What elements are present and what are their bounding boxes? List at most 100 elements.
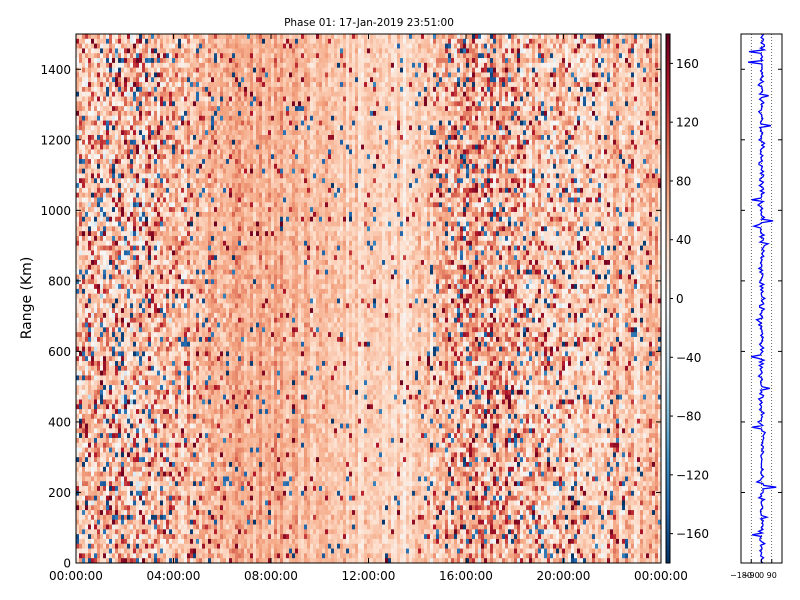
heatmap-cell: [76, 323, 79, 328]
heatmap-cell: [106, 116, 109, 121]
heatmap-cell: [88, 529, 91, 534]
heatmap-cell: [124, 53, 127, 58]
heatmap-cell: [130, 135, 133, 140]
heatmap-cell: [124, 385, 127, 390]
heatmap-cell: [82, 342, 85, 347]
heatmap-cell: [79, 390, 82, 395]
heatmap-cell: [91, 53, 94, 58]
heatmap-cell: [97, 433, 100, 438]
heatmap-cell: [112, 125, 115, 130]
heatmap-cell: [88, 34, 91, 39]
heatmap-cell: [133, 183, 136, 188]
heatmap-cell: [112, 347, 115, 352]
heatmap-cell: [79, 419, 82, 424]
heatmap-cell: [94, 486, 97, 491]
heatmap-cell: [94, 433, 97, 438]
heatmap-cell: [97, 173, 100, 178]
heatmap-cell: [91, 101, 94, 106]
heatmap-cell: [100, 385, 103, 390]
heatmap-cell: [94, 496, 97, 501]
heatmap-cell: [103, 178, 106, 183]
heatmap-cell: [91, 92, 94, 97]
heatmap-cell: [112, 145, 115, 150]
heatmap-cell: [82, 428, 85, 433]
heatmap-cell: [109, 236, 112, 241]
heatmap-cell: [88, 149, 91, 154]
heatmap-cell: [133, 39, 136, 44]
heatmap-cell: [124, 188, 127, 193]
heatmap-cell: [97, 77, 100, 82]
heatmap-cell: [103, 92, 106, 97]
heatmap-cell: [109, 486, 112, 491]
heatmap-cell: [130, 140, 133, 145]
heatmap-cell: [82, 77, 85, 82]
heatmap-cell: [133, 347, 136, 352]
heatmap-cell: [76, 505, 79, 510]
heatmap-cell: [133, 217, 136, 222]
heatmap-cell: [139, 63, 142, 68]
heatmap-cell: [118, 491, 121, 496]
heatmap-cell: [106, 198, 109, 203]
heatmap-cell: [94, 260, 97, 265]
heatmap-cell: [139, 125, 142, 130]
heatmap-cell: [91, 217, 94, 222]
heatmap-cell: [106, 505, 109, 510]
heatmap-cell: [136, 332, 139, 337]
heatmap-cell: [100, 63, 103, 68]
heatmap-cell: [109, 472, 112, 477]
heatmap-cell: [82, 375, 85, 380]
heatmap-cell: [112, 510, 115, 515]
heatmap-cell: [124, 63, 127, 68]
heatmap-cell: [133, 250, 136, 255]
heatmap-cell: [136, 44, 139, 49]
heatmap-cell: [121, 308, 124, 313]
heatmap-cell: [103, 515, 106, 520]
heatmap-cell: [121, 106, 124, 111]
heatmap-cell: [121, 366, 124, 371]
heatmap-cell: [133, 385, 136, 390]
heatmap-cell: [76, 212, 79, 217]
heatmap-cell: [94, 63, 97, 68]
heatmap-cell: [100, 500, 103, 505]
heatmap-cell: [115, 332, 118, 337]
heatmap-cell: [112, 491, 115, 496]
heatmap-cell: [76, 188, 79, 193]
heatmap-cell: [79, 202, 82, 207]
heatmap-cell: [127, 68, 130, 73]
heatmap-cell: [100, 92, 103, 97]
heatmap-cell: [100, 462, 103, 467]
heatmap-cell: [115, 246, 118, 251]
heatmap-cell: [115, 58, 118, 63]
heatmap-cell: [130, 44, 133, 49]
heatmap-cell: [97, 101, 100, 106]
heatmap-cell: [85, 207, 88, 212]
heatmap-cell: [130, 424, 133, 429]
heatmap-cell: [136, 549, 139, 554]
heatmap-cell: [85, 270, 88, 275]
heatmap-cell: [109, 457, 112, 462]
heatmap-cell: [127, 332, 130, 337]
heatmap-cell: [115, 395, 118, 400]
heatmap-cell: [103, 294, 106, 299]
heatmap-cell: [136, 318, 139, 323]
heatmap-cell: [112, 544, 115, 549]
heatmap-cell: [100, 154, 103, 159]
heatmap-cell: [91, 404, 94, 409]
heatmap-cell: [109, 443, 112, 448]
heatmap-cell: [91, 491, 94, 496]
heatmap-cell: [109, 140, 112, 145]
heatmap-cell: [106, 63, 109, 68]
heatmap-cell: [112, 34, 115, 39]
heatmap-cell: [127, 303, 130, 308]
heatmap-cell: [112, 520, 115, 525]
heatmap-cell: [121, 236, 124, 241]
heatmap-cell: [85, 457, 88, 462]
heatmap-cell: [82, 323, 85, 328]
heatmap-cell: [76, 424, 79, 429]
heatmap-cell: [127, 140, 130, 145]
heatmap-cell: [103, 457, 106, 462]
heatmap-cell: [136, 260, 139, 265]
heatmap-cell: [79, 380, 82, 385]
heatmap-cell: [139, 265, 142, 270]
heatmap-cell: [109, 356, 112, 361]
